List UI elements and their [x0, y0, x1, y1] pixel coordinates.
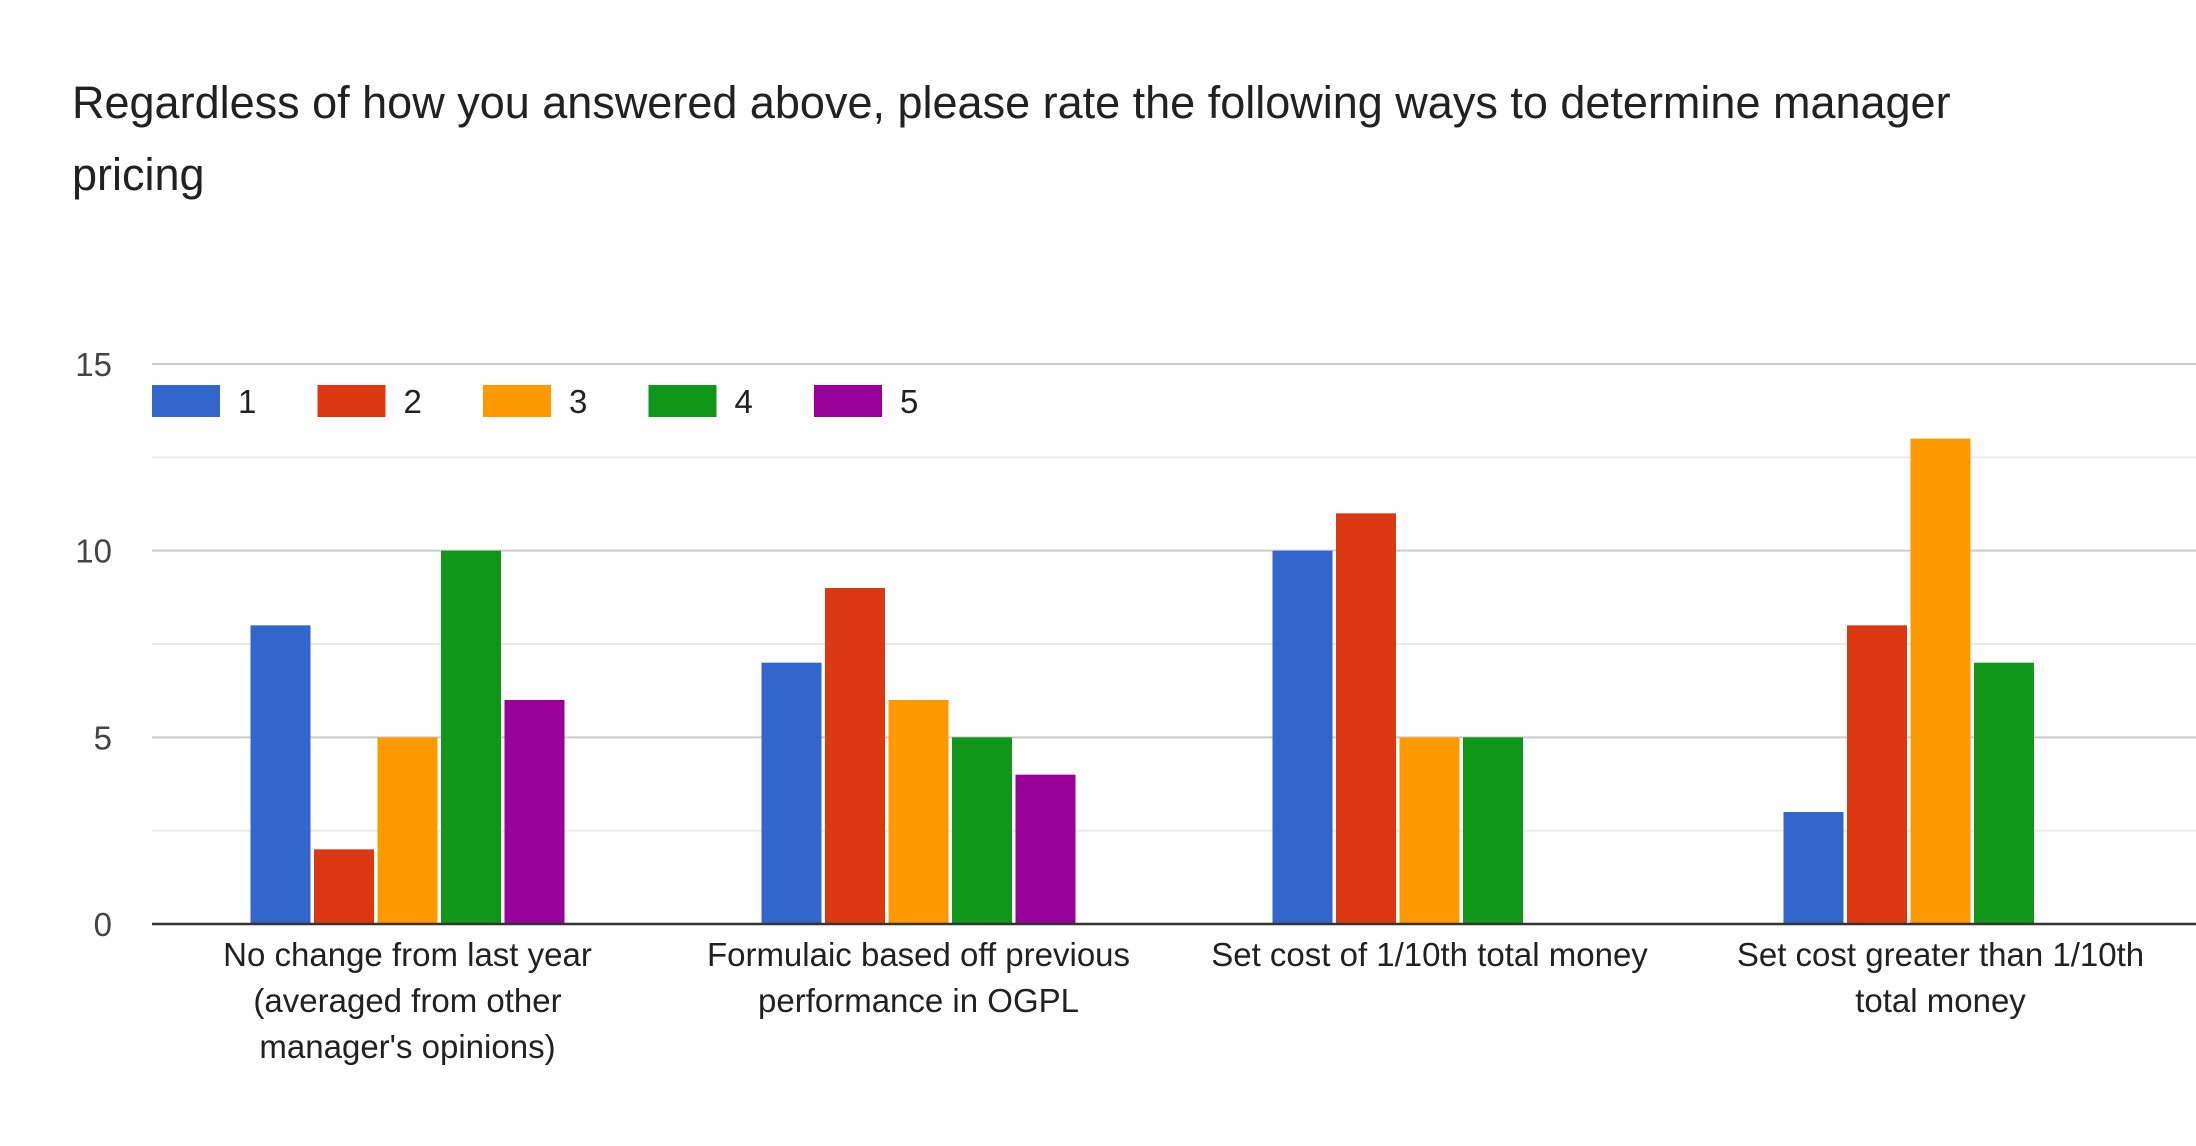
y-tick-label: 10: [75, 533, 112, 570]
legend: 1 2 3 4 5: [152, 383, 918, 420]
legend-label-1: 1: [238, 383, 256, 420]
x-category-label: (averaged from other: [253, 982, 561, 1019]
y-tick-label: 15: [75, 346, 112, 383]
y-tick-label: 0: [94, 906, 112, 943]
bar-series-1-category-4: [1783, 812, 1844, 924]
x-category-label: manager's opinions): [259, 1028, 555, 1065]
x-category-label: Set cost of 1/10th total money: [1211, 936, 1648, 973]
bar-series-1-category-2: [761, 662, 822, 924]
legend-swatch-5: [814, 385, 882, 417]
x-category-label: performance in OGPL: [758, 982, 1079, 1019]
legend-swatch-3: [483, 385, 551, 417]
legend-label-5: 5: [900, 383, 918, 420]
legend-label-4: 4: [735, 383, 753, 420]
bar-series-4-category-2: [952, 737, 1012, 924]
legend-swatch-4: [648, 385, 717, 417]
bar-series-2-category-1: [314, 849, 374, 924]
bar-series-3-category-3: [1399, 737, 1460, 924]
bar-series-2-category-4: [1847, 625, 1907, 924]
bar-series-4-category-3: [1463, 737, 1523, 924]
legend-swatch-1: [152, 385, 220, 417]
bar-series-1-category-1: [250, 625, 311, 924]
legend-label-3: 3: [569, 383, 587, 420]
bar-series-3-category-4: [1910, 438, 1971, 924]
legend-label-2: 2: [404, 383, 422, 420]
y-axis-ticks: 0 5 10 15: [75, 346, 112, 943]
bar-series-4-category-1: [441, 550, 501, 924]
bar-series-3-category-1: [377, 737, 438, 924]
chart-title: Regardless of how you answered above, pl…: [72, 77, 1951, 200]
bar-series-1-category-3: [1272, 550, 1333, 924]
bar-series-3-category-2: [888, 700, 949, 924]
x-category-label: Set cost greater than 1/10th: [1737, 936, 2144, 973]
x-category-label: Formulaic based off previous: [707, 936, 1130, 973]
bar-series-5-category-2: [1015, 774, 1076, 924]
chart-title-line-2: pricing: [72, 149, 205, 200]
chart-title-line-1: Regardless of how you answered above, pl…: [72, 77, 1951, 128]
x-category-label: No change from last year: [223, 936, 592, 973]
y-tick-label: 5: [94, 719, 112, 756]
bar-series-4-category-4: [1974, 662, 2034, 924]
legend-swatch-2: [317, 385, 386, 417]
x-axis-category-labels: No change from last year (averaged from o…: [223, 936, 2144, 1065]
bar-series-5-category-1: [504, 700, 565, 924]
bars: [250, 438, 2034, 924]
x-category-label: total money: [1855, 982, 2026, 1019]
bar-series-2-category-2: [825, 588, 885, 924]
bar-series-2-category-3: [1336, 513, 1396, 924]
